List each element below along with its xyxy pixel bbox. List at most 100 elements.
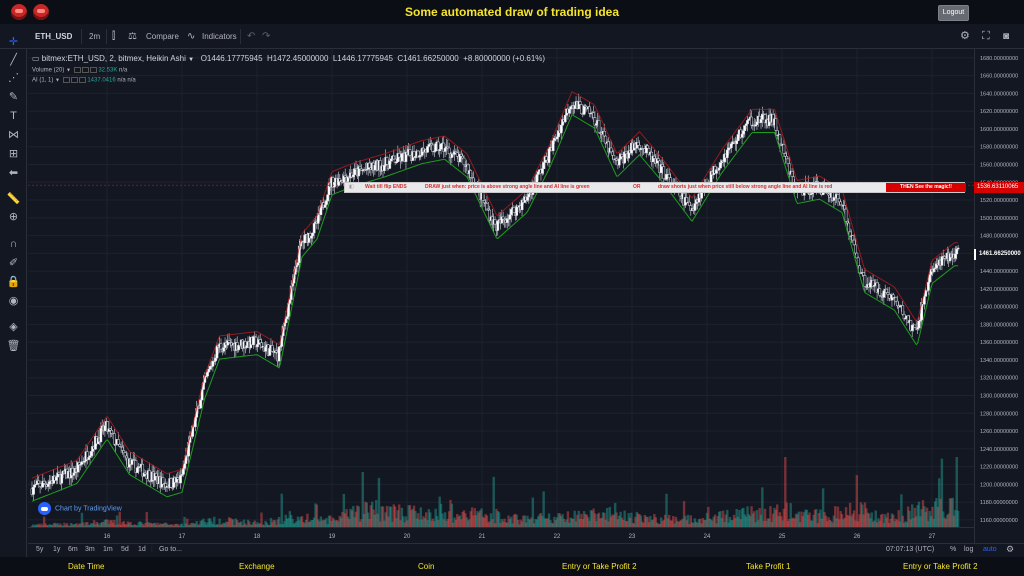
- zoom-in-icon[interactable]: ⊕: [8, 211, 19, 223]
- volume-bar: [207, 518, 211, 527]
- tradingview-watermark[interactable]: Chart by TradingView: [38, 502, 122, 515]
- banner-magic-button[interactable]: THEN See the magic!!: [886, 183, 966, 192]
- chart-settings-icon[interactable]: ▭: [32, 54, 40, 63]
- volume-bar: [635, 511, 638, 527]
- strategy-banner[interactable]: ◧ Wait till flip ENDS DRAW just when: pr…: [344, 182, 966, 193]
- gann-fib-icon[interactable]: ⋰: [8, 72, 19, 84]
- volume-bar: [40, 523, 43, 527]
- indicator-remove[interactable]: [89, 67, 97, 73]
- symbol-search-button[interactable]: ETH_USD: [35, 32, 73, 41]
- chart-type-icon[interactable]: ⫿: [112, 31, 116, 42]
- volume-bar: [936, 506, 940, 527]
- redo-icon[interactable]: ↷: [262, 31, 271, 42]
- layers-icon[interactable]: ◈: [9, 321, 18, 333]
- volume-bar: [33, 525, 36, 527]
- time-axis[interactable]: 16 17 18 19 20 21 22 23 24 25 26 27: [28, 527, 974, 543]
- goto-button[interactable]: Go to...: [159, 546, 182, 553]
- range-1m[interactable]: 1m: [103, 546, 113, 553]
- volume-bar: [738, 509, 741, 527]
- volume-bar: [95, 521, 98, 527]
- volume-bar: [372, 509, 375, 527]
- compare-button[interactable]: Compare: [146, 32, 179, 41]
- volume-bar: [464, 513, 467, 527]
- settings-gear-icon[interactable]: ⚙: [1006, 544, 1015, 554]
- logout-button[interactable]: Logout: [938, 5, 969, 21]
- volume-bar: [269, 517, 273, 527]
- indicators-button[interactable]: Indicators: [202, 32, 237, 41]
- candle-body: [755, 121, 759, 125]
- indicator-toggle[interactable]: [73, 67, 81, 73]
- dropdown-icon[interactable]: ▼: [55, 77, 60, 84]
- volume-bar: [804, 509, 807, 527]
- volume-bar: [612, 515, 616, 527]
- lock-icon[interactable]: 🔒: [6, 276, 21, 288]
- log-toggle[interactable]: log: [964, 546, 974, 553]
- volume-bar: [889, 518, 892, 527]
- dropdown-icon[interactable]: ▼: [66, 67, 71, 74]
- volume-bar: [369, 505, 373, 527]
- candle-body: [512, 207, 516, 213]
- indicator-remove[interactable]: [78, 77, 86, 83]
- range-1y[interactable]: 1y: [53, 546, 61, 553]
- indicator-toggle[interactable]: [62, 77, 70, 83]
- candle-body: [894, 297, 898, 302]
- volume-bar: [219, 524, 223, 527]
- range-5d[interactable]: 5d: [121, 546, 129, 553]
- eye-icon[interactable]: ◉: [8, 295, 19, 307]
- footer-take-profit-1[interactable]: Take Profit 1: [746, 562, 791, 571]
- pattern-icon[interactable]: ⋈: [8, 129, 19, 141]
- ruler-icon[interactable]: 📏: [6, 193, 21, 205]
- volume-bar: [458, 515, 462, 527]
- range-5y[interactable]: 5y: [36, 546, 44, 553]
- indicator-settings[interactable]: [70, 77, 78, 83]
- candle-body: [148, 470, 151, 482]
- undo-icon[interactable]: ↶: [247, 31, 256, 42]
- volume-bar: [754, 522, 757, 527]
- prediction-icon[interactable]: ⊞: [8, 148, 19, 160]
- volume-bar: [724, 514, 728, 527]
- settings-gear-icon[interactable]: ⚙: [960, 30, 970, 42]
- footer-coin[interactable]: Coin: [418, 562, 435, 571]
- indicator-settings[interactable]: [81, 67, 89, 73]
- brush-icon[interactable]: ✎: [8, 91, 19, 103]
- auto-toggle[interactable]: auto: [983, 546, 997, 553]
- volume-bar: [538, 514, 541, 527]
- trend-line-icon[interactable]: ╱: [10, 54, 17, 66]
- text-icon[interactable]: T: [10, 110, 17, 122]
- time-tick-label: 25: [779, 534, 786, 540]
- footer-entry-take-profit-2[interactable]: Entry or Take Profit 2: [903, 562, 978, 571]
- volume-bar: [796, 514, 799, 527]
- interval-button[interactable]: 2m: [89, 32, 101, 41]
- candle-body: [725, 149, 729, 158]
- footer-entry-take-profit[interactable]: Entry or Take Profit 2: [562, 562, 637, 571]
- volume-bar: [531, 497, 535, 527]
- stay-drawing-icon[interactable]: ✐: [8, 257, 19, 269]
- fullscreen-icon[interactable]: ⛶: [982, 30, 990, 42]
- range-1d[interactable]: 1d: [138, 546, 146, 553]
- volume-bar: [651, 519, 655, 527]
- range-6m[interactable]: 6m: [68, 546, 78, 553]
- candle-body: [878, 288, 882, 296]
- volume-bar: [704, 519, 707, 527]
- footer-exchange[interactable]: Exchange: [239, 562, 275, 571]
- dropdown-icon[interactable]: ▼: [188, 57, 195, 63]
- price-axis[interactable]: 1680.00000000 1660.00000000 1640.00000000 1…: [974, 49, 1024, 543]
- range-3m[interactable]: 3m: [85, 546, 95, 553]
- indicators-icon[interactable]: ∿: [187, 31, 196, 42]
- volume-bar: [668, 514, 671, 527]
- footer-date-time[interactable]: Date Time: [68, 562, 105, 571]
- candle-body: [901, 305, 905, 315]
- candle-body: [551, 140, 555, 152]
- magnet-icon[interactable]: ∩: [9, 238, 18, 250]
- trash-icon[interactable]: 🗑: [6, 340, 21, 352]
- chart-pane[interactable]: [28, 49, 974, 543]
- crosshair-icon[interactable]: ✛: [8, 36, 19, 48]
- volume-bar: [497, 512, 501, 527]
- percent-toggle[interactable]: %: [950, 546, 957, 553]
- volume-bar: [619, 511, 622, 527]
- volume-bar: [700, 523, 703, 527]
- compare-icon[interactable]: ⚖: [128, 31, 137, 42]
- arrow-back-icon[interactable]: ⬅: [8, 167, 19, 179]
- camera-icon[interactable]: ◙: [1003, 31, 1010, 42]
- utc-clock[interactable]: 07:07:13 (UTC): [886, 546, 935, 553]
